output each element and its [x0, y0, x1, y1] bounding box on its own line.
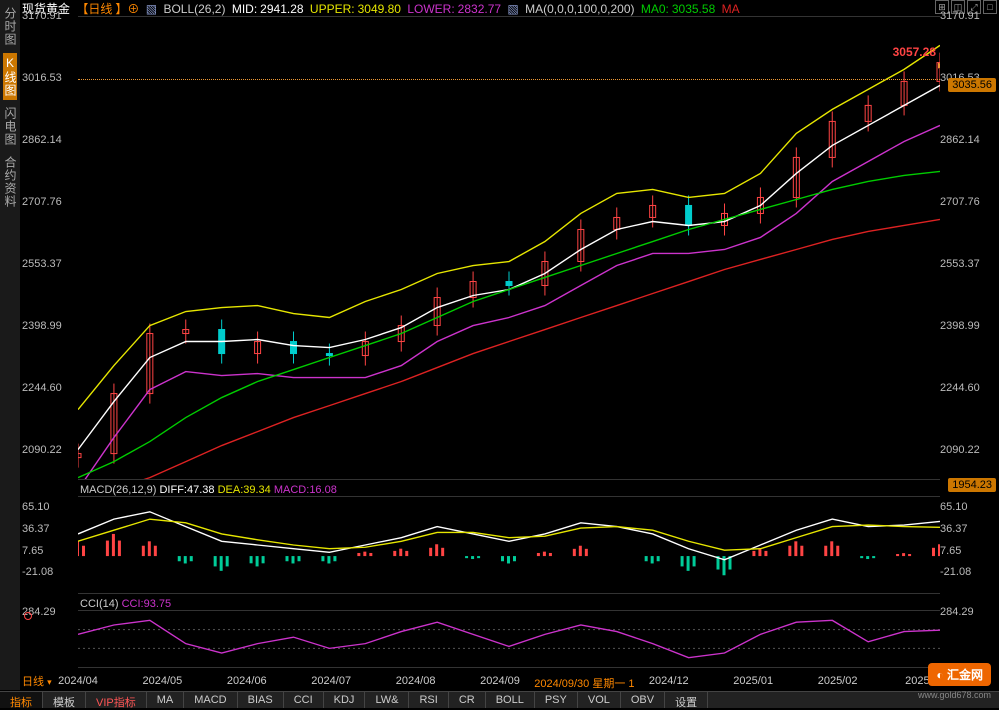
chart-header: 现货黄金 【日线】⊕ ▧ BOLL(26,2) MID:2941.28 UPPE… [22, 0, 743, 16]
xtick: 2024/09/30 星期一 1 [534, 675, 634, 691]
latest-price-label: 3057.28 [893, 45, 936, 59]
indicator-tab-设置[interactable]: 设置 [665, 692, 708, 708]
price-tag-current: 3035.56 [948, 78, 996, 92]
timeframe-label: 【日线】⊕ [76, 2, 139, 16]
sidebar-tab-lightning[interactable]: 闪电图 [3, 104, 17, 149]
sidebar-tab-timeshare[interactable]: 分时图 [3, 4, 17, 49]
indicator-tab-BOLL[interactable]: BOLL [486, 692, 535, 708]
indicator-tab-CR[interactable]: CR [449, 692, 486, 708]
indicator-tab-BIAS[interactable]: BIAS [238, 692, 284, 708]
bottom-tabs: 指标模板VIP指标MAMACDBIASCCIKDJLW&RSICRBOLLPSY… [0, 691, 999, 708]
indicator-tab-MA[interactable]: MA [147, 692, 185, 708]
logo-url: www.gold678.com [918, 690, 991, 700]
macd-panel: MACD(26,12,9) DIFF:47.38 DEA:39.34 MACD:… [22, 484, 996, 594]
indicator-tab-VIP指标[interactable]: VIP指标 [86, 692, 147, 708]
cci-header: CCI(14) CCI:93.75 [80, 598, 171, 610]
xtick: 2024/04 [58, 675, 98, 687]
indicator-tab-KDJ[interactable]: KDJ [324, 692, 366, 708]
sidebar-tab-contract[interactable]: 合约资料 [3, 153, 17, 211]
cci-panel: CCI(14) CCI:93.75 284.29 284.29 [22, 598, 996, 668]
ma-label: MA(0,0,0,100,0,200) [525, 2, 634, 16]
xtick: 2024/06 [227, 675, 267, 687]
xaxis: 2024/042024/052024/062024/072024/082024/… [78, 675, 921, 689]
indicator-tab-PSY[interactable]: PSY [535, 692, 578, 708]
indicator-tab-指标[interactable]: 指标 [0, 692, 43, 708]
cci-marker-icon [24, 612, 32, 620]
boll-lower-label: LOWER: [407, 2, 454, 16]
indicator-tab-模板[interactable]: 模板 [43, 692, 86, 708]
tool-icon-4[interactable]: □ [983, 0, 997, 14]
macd-plot[interactable] [78, 496, 940, 594]
boll-label: BOLL(26,2) [163, 2, 225, 16]
indicator-tab-VOL[interactable]: VOL [578, 692, 621, 708]
logo-badge: ◐ 汇金网 [928, 663, 991, 686]
boll-mid-label: MID: [232, 2, 257, 16]
price-tag-macd: 1954.23 [948, 478, 996, 492]
xtick: 2025/02 [818, 675, 858, 687]
xtick: 2024/09 [480, 675, 520, 687]
indicator-tab-RSI[interactable]: RSI [409, 692, 448, 708]
boll-upper-label: UPPER: [310, 2, 355, 16]
xtick: 2024/08 [396, 675, 436, 687]
indicator-tab-CCI[interactable]: CCI [284, 692, 324, 708]
xtick: 2024/07 [311, 675, 351, 687]
main-plot[interactable]: 3057.28 [78, 16, 940, 480]
bottom-timeframe[interactable]: 日线 ▾ [22, 673, 52, 689]
price-hline [78, 79, 940, 80]
sidebar-tab-kline[interactable]: K线图 [3, 53, 17, 100]
cci-plot[interactable] [78, 610, 940, 668]
indicator-tab-MACD[interactable]: MACD [184, 692, 237, 708]
xtick: 2024/05 [143, 675, 183, 687]
sidebar: 分时图 K线图 闪电图 合约资料 [0, 0, 20, 690]
xtick: 2024/12 [649, 675, 689, 687]
xtick: 2025/01 [733, 675, 773, 687]
indicator-tab-LW&[interactable]: LW& [365, 692, 409, 708]
indicator-tab-OBV[interactable]: OBV [621, 692, 665, 708]
macd-header: MACD(26,12,9) DIFF:47.38 DEA:39.34 MACD:… [80, 484, 337, 496]
ma0-label: MA0: [641, 2, 669, 16]
ma-extra: MA [722, 2, 740, 16]
main-chart: 3170.913016.532862.142707.762553.372398.… [22, 16, 996, 480]
